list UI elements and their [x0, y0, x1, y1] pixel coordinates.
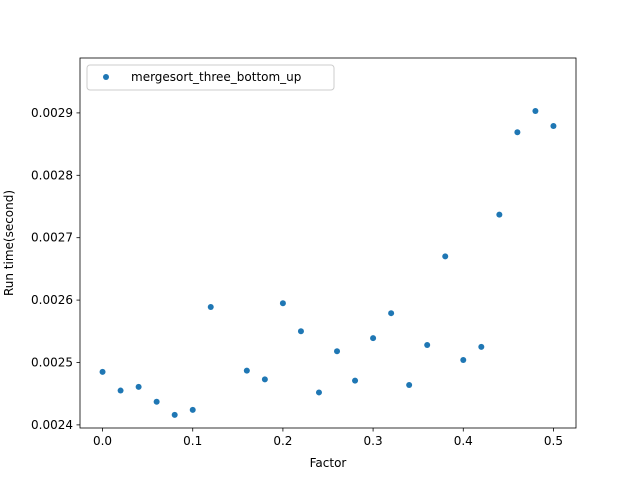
y-tick-label: 0.0028	[31, 168, 73, 182]
y-tick-label: 0.0026	[31, 293, 73, 307]
data-point	[135, 383, 142, 390]
x-tick-label: 0.3	[364, 434, 383, 448]
x-tick-label: 0.4	[454, 434, 473, 448]
data-point	[99, 368, 106, 375]
data-point	[496, 211, 503, 218]
x-axis-label: Factor	[310, 456, 347, 470]
data-point	[171, 411, 178, 418]
data-point	[315, 389, 322, 396]
y-axis-label: Run time(second)	[2, 190, 16, 296]
legend-box	[86, 64, 335, 91]
y-tick-label: 0.0027	[31, 231, 73, 245]
data-point	[261, 376, 268, 383]
data-point	[334, 348, 341, 355]
plot-frame	[79, 57, 577, 429]
x-tick-label: 0.1	[183, 434, 202, 448]
data-point	[297, 328, 304, 335]
data-point	[460, 356, 467, 363]
data-point	[550, 123, 557, 130]
data-point	[478, 343, 485, 350]
data-point	[117, 387, 124, 394]
y-tick-label: 0.0024	[31, 418, 73, 432]
y-tick-label: 0.0029	[31, 106, 73, 120]
x-tick-label: 0.2	[273, 434, 292, 448]
data-point	[189, 406, 196, 413]
x-tick-label: 0.0	[93, 434, 112, 448]
data-point	[370, 335, 377, 342]
data-point	[207, 303, 214, 310]
data-point	[279, 300, 286, 307]
data-point	[406, 381, 413, 388]
data-point	[514, 129, 521, 136]
data-points	[99, 108, 557, 418]
y-tick-label: 0.0025	[31, 355, 73, 369]
x-tick-label: 0.5	[544, 434, 563, 448]
data-point	[153, 398, 160, 405]
data-point	[442, 253, 449, 260]
y-axis-ticks: 0.0024 0.0025 0.0026 0.0027 0.0028 0.0029	[31, 106, 80, 432]
data-point	[388, 310, 395, 317]
legend: mergesort_three_bottom_up	[86, 64, 335, 91]
data-point	[352, 377, 359, 384]
data-point	[424, 342, 431, 349]
legend-label: mergesort_three_bottom_up	[131, 70, 301, 84]
x-axis-ticks: 0.0 0.1 0.2 0.3 0.4 0.5	[93, 428, 563, 448]
data-point	[243, 367, 250, 374]
legend-marker	[103, 74, 109, 80]
data-point	[532, 108, 539, 115]
